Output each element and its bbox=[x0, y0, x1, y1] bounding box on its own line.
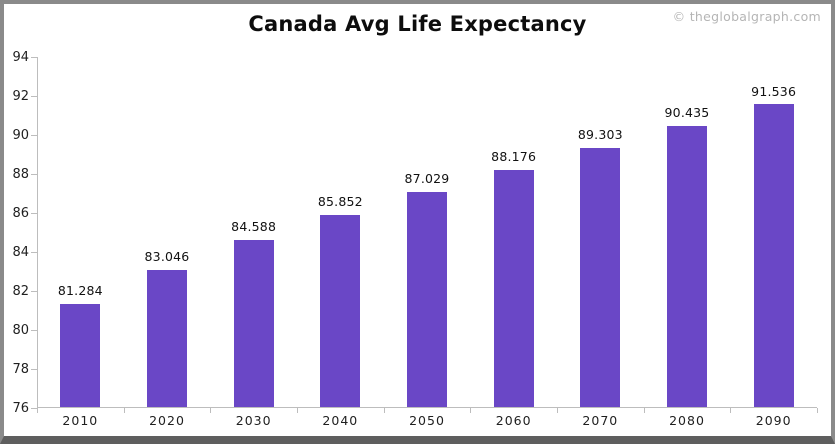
x-axis-tick bbox=[297, 408, 298, 413]
x-axis-tick bbox=[817, 408, 818, 413]
y-axis-label: 86 bbox=[12, 205, 29, 221]
y-axis-label: 90 bbox=[12, 127, 29, 143]
bar bbox=[60, 303, 101, 407]
x-axis-label: 2010 bbox=[62, 413, 99, 428]
x-axis-tick bbox=[383, 408, 385, 413]
y-axis-tick bbox=[31, 369, 37, 370]
x-axis-label: 2040 bbox=[322, 413, 359, 428]
y-axis-label: 88 bbox=[12, 166, 29, 182]
bar-value-label: 89.303 bbox=[577, 127, 623, 143]
y-axis-tick bbox=[31, 330, 37, 331]
y-axis-tick bbox=[31, 135, 37, 136]
x-axis-tick bbox=[37, 408, 38, 413]
plot-area: 76 78 80 82 84 86 88 90 92 94 81.284 2010 83.046 2020… bbox=[12, 51, 818, 427]
bar bbox=[667, 125, 707, 407]
x-axis-tick bbox=[730, 408, 732, 413]
bar-value-label: 88.176 bbox=[491, 149, 537, 165]
bar-value-label: 81.284 bbox=[57, 283, 103, 299]
x-axis-tick bbox=[210, 408, 212, 413]
y-axis-label: 76 bbox=[12, 400, 29, 416]
y-axis-tick bbox=[31, 96, 37, 97]
watermark: © theglobalgraph.com bbox=[672, 9, 821, 24]
y-axis-label: 82 bbox=[12, 283, 29, 299]
x-axis-line bbox=[37, 407, 817, 408]
x-axis-label: 2060 bbox=[495, 413, 532, 428]
bar bbox=[407, 191, 447, 407]
y-axis-label: 84 bbox=[12, 244, 29, 260]
y-axis-tick bbox=[31, 252, 37, 253]
chart-title: Canada Avg Life Expectancy bbox=[248, 12, 587, 36]
y-axis-tick bbox=[31, 174, 37, 175]
bar bbox=[320, 214, 361, 407]
x-axis-label: 2090 bbox=[755, 413, 792, 428]
y-axis-label: 80 bbox=[12, 322, 29, 338]
y-axis-label: 78 bbox=[12, 361, 29, 377]
x-axis-tick bbox=[470, 408, 472, 413]
x-axis-tick bbox=[643, 408, 645, 413]
x-axis-label: 2050 bbox=[409, 413, 445, 428]
x-axis-tick bbox=[557, 408, 558, 413]
x-axis-label: 2070 bbox=[582, 413, 619, 428]
x-axis-tick bbox=[123, 408, 125, 413]
bar-value-label: 87.029 bbox=[404, 171, 450, 187]
x-axis-label: 2020 bbox=[149, 413, 185, 428]
y-axis-tick bbox=[31, 213, 37, 214]
bar-value-label: 91.536 bbox=[751, 83, 797, 99]
y-axis-line bbox=[37, 57, 38, 408]
x-axis-label: 2080 bbox=[669, 413, 705, 428]
bar bbox=[147, 269, 187, 407]
bar bbox=[493, 169, 534, 407]
bar-value-label: 90.435 bbox=[664, 105, 710, 121]
bar bbox=[580, 147, 621, 407]
x-axis-label: 2030 bbox=[235, 413, 272, 428]
y-axis-label: 92 bbox=[12, 88, 29, 104]
y-axis-tick bbox=[31, 57, 37, 58]
bar bbox=[753, 104, 794, 407]
bar-value-label: 85.852 bbox=[317, 194, 363, 210]
y-axis-tick bbox=[31, 291, 37, 292]
y-axis-label: 94 bbox=[12, 49, 29, 65]
bar-value-label: 84.588 bbox=[231, 219, 277, 235]
bar-value-label: 83.046 bbox=[144, 249, 190, 265]
y-axis-tick bbox=[31, 408, 37, 409]
bar bbox=[233, 239, 274, 407]
